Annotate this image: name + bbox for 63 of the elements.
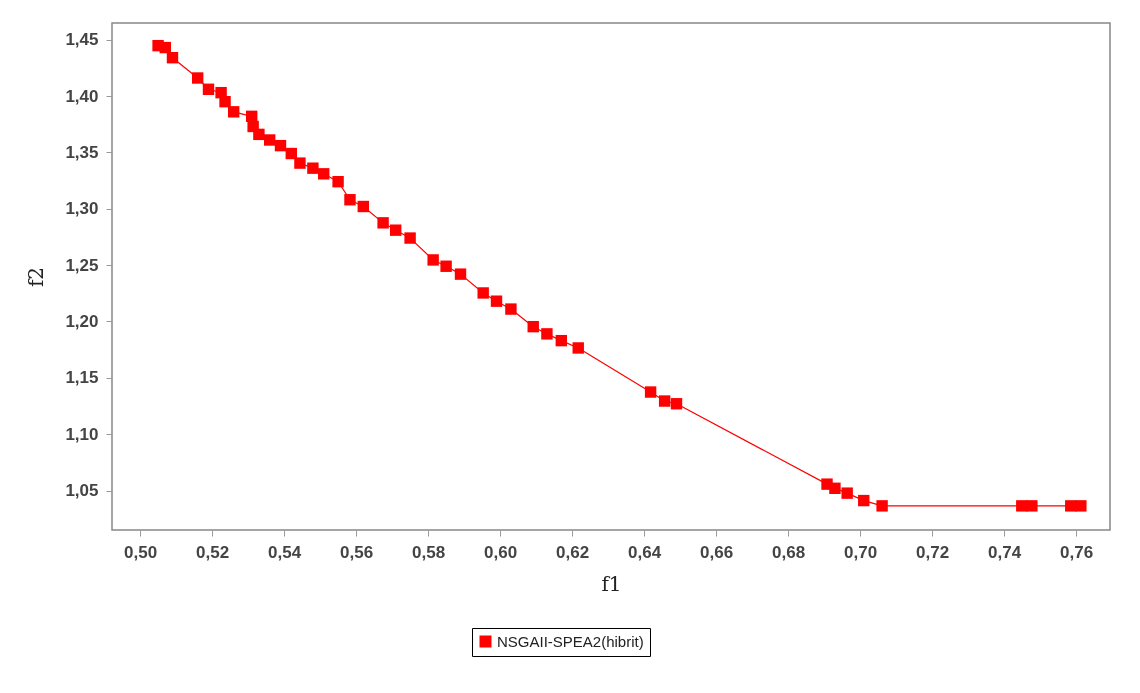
point [263, 134, 276, 146]
point [377, 217, 389, 229]
point [159, 41, 171, 54]
point [307, 162, 319, 174]
x-tick-label: 0,64 [628, 542, 662, 562]
point [274, 139, 287, 152]
x-tick-label: 0,66 [700, 542, 734, 562]
y-tick-label: 1,10 [65, 424, 99, 444]
x-tick-label: 0,54 [268, 542, 302, 562]
y-tick-label: 1,30 [65, 199, 99, 219]
point [357, 200, 369, 213]
point [572, 342, 584, 354]
point [427, 254, 439, 266]
x-tick-label: 0,62 [556, 542, 590, 562]
y-tick-label: 1,20 [65, 311, 99, 331]
point [541, 328, 553, 340]
y-tick-label: 1,45 [65, 30, 99, 50]
y-tick-label: 1,05 [65, 481, 99, 501]
x-axis-title: f1 [601, 571, 622, 596]
x-tick-label: 0,68 [772, 542, 806, 562]
y-tick-label: 1,40 [65, 86, 99, 106]
y-tick-label: 1,15 [65, 368, 99, 388]
x-tick-label: 0,74 [988, 542, 1022, 562]
point [644, 386, 657, 398]
point [527, 320, 539, 333]
x-tick-label: 0,72 [916, 542, 950, 562]
point [294, 157, 306, 169]
point [858, 494, 870, 507]
point [658, 395, 671, 407]
point [318, 168, 330, 180]
point [876, 500, 888, 512]
point [404, 232, 416, 244]
point [191, 72, 204, 84]
point [1026, 500, 1038, 512]
x-tick-label: 0,58 [412, 542, 446, 562]
y-axis-title: f2 [24, 266, 49, 288]
point [829, 482, 841, 494]
point [227, 106, 240, 118]
point [390, 224, 402, 236]
point [454, 268, 467, 280]
point [505, 303, 517, 315]
y-tick-label: 1,35 [65, 142, 99, 162]
x-tick-label: 0,60 [484, 542, 518, 562]
point [219, 95, 231, 108]
x-tick-label: 0,56 [340, 542, 374, 562]
x-tick-label: 0,50 [124, 542, 158, 562]
x-tick-label: 0,70 [844, 542, 878, 562]
point [332, 176, 344, 188]
point [490, 295, 503, 307]
x-tick-label: 0,52 [196, 542, 230, 562]
point [670, 398, 683, 410]
point [477, 287, 489, 299]
point [555, 334, 568, 347]
y-tick-label: 1,25 [65, 255, 99, 275]
legend-label: NSGAII-SPEA2(hibrit) [497, 632, 644, 650]
point [1075, 500, 1087, 512]
point [440, 260, 452, 272]
point [253, 128, 265, 141]
point [841, 487, 853, 499]
x-tick-label: 0,76 [1060, 542, 1094, 562]
point [344, 194, 356, 206]
point [166, 52, 179, 64]
point [202, 83, 215, 95]
